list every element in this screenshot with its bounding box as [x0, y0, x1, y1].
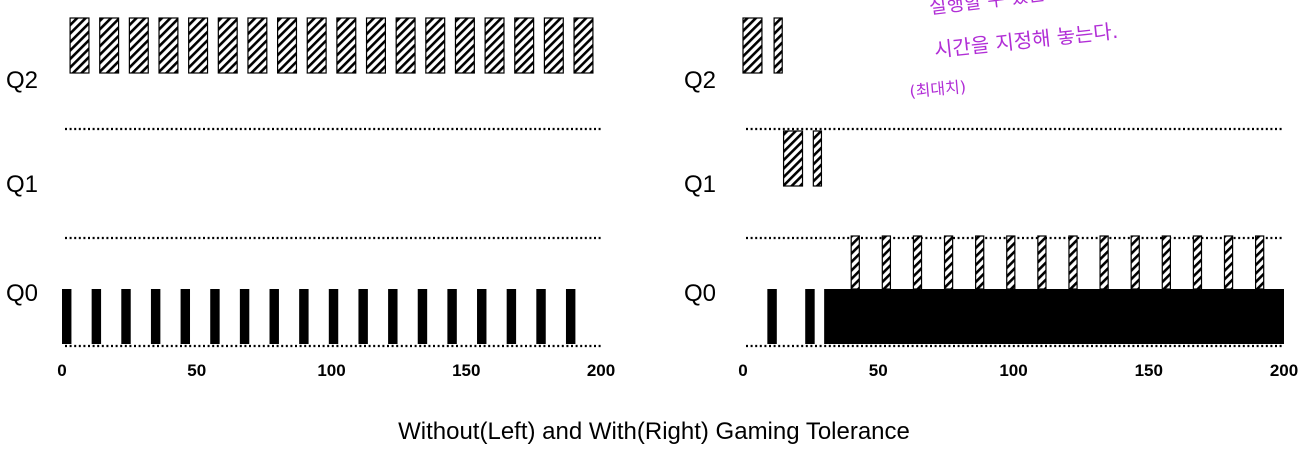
right-queue-label-q0: Q0 — [684, 280, 716, 307]
left-segment-q2-hatched-11 — [365, 17, 387, 74]
left-segment-q0-solid-3 — [121, 289, 131, 344]
right-panel: Q2 Q1 Q0 0 50 100 150 200 — [684, 17, 1298, 380]
right-x-tick-label-200: 200 — [1270, 361, 1298, 380]
left-segment-q2-hatched-3 — [128, 17, 149, 74]
right-segment-q0-hatched-white-9 — [1099, 235, 1109, 290]
annotation-line-3: (최대치) — [909, 77, 967, 101]
left-segment-q0-solid-16 — [506, 289, 517, 344]
left-segment-q0-solid-5 — [180, 289, 191, 344]
right-segment-q0-hatched-white-7 — [1037, 235, 1047, 290]
left-segment-q0-solid-2 — [91, 289, 102, 344]
left-segment-q0-solid-1 — [62, 289, 72, 344]
left-segment-q2-hatched-7 — [247, 17, 268, 74]
left-segment-q0-solid-6 — [210, 289, 220, 344]
left-segment-q2-hatched-9 — [306, 17, 327, 74]
right-segment-q0-hatched-white-5 — [975, 235, 985, 290]
right-segment-q1-hatched-3 — [782, 130, 804, 187]
left-segment-q2-hatched-2 — [99, 17, 120, 74]
right-segment-q0-hatched-white-11 — [1161, 235, 1171, 290]
right-segment-q0-hatched-white-8 — [1068, 235, 1078, 290]
left-segment-q0-solid-7 — [239, 289, 250, 344]
right-segment-q0-hatched-white-10 — [1130, 235, 1140, 290]
left-segment-q2-hatched-10 — [336, 17, 357, 74]
right-x-tick-label-50: 50 — [869, 361, 888, 380]
right-x-tick-label-150: 150 — [1135, 361, 1163, 380]
right-x-tick-label-0: 0 — [738, 361, 747, 380]
left-segment-q0-solid-13 — [417, 289, 428, 344]
left-segment-q2-hatched-12 — [395, 17, 416, 74]
left-segment-q2-hatched-8 — [277, 17, 298, 74]
right-segment-q0-hatched-white-2 — [881, 235, 892, 290]
right-segment-q0-hatched-white-6 — [1006, 235, 1016, 290]
left-segment-q2-hatched-13 — [425, 17, 446, 74]
right-queue-label-q1: Q1 — [684, 171, 716, 198]
right-segment-q0-hatched-white-1 — [850, 235, 860, 290]
left-segment-q2-hatched-15 — [484, 17, 505, 74]
left-x-tick-label-0: 0 — [57, 361, 66, 380]
right-segment-q0-solid-3 — [824, 289, 1284, 344]
left-panel: Q2 Q1 Q0 0 50 100 150 200 — [6, 17, 615, 380]
left-segment-q0-solid-11 — [358, 289, 368, 344]
right-segment-q0-solid-1 — [767, 289, 777, 344]
left-segment-q0-solid-17 — [536, 289, 546, 344]
left-segment-q0-solid-8 — [269, 289, 279, 344]
left-segment-q2-hatched-14 — [454, 17, 475, 74]
handwritten-annotation: 실행할 수 있는 최대 시간을 지정해 놓는다. (최대치) — [909, 0, 1120, 101]
left-segment-q0-solid-9 — [299, 289, 309, 344]
left-segment-q0-solid-14 — [447, 289, 457, 344]
figure-caption: Without(Left) and With(Right) Gaming Tol… — [398, 418, 910, 445]
left-segment-q2-hatched-1 — [69, 17, 90, 74]
right-segment-q2-hatched-1 — [742, 17, 763, 74]
left-segment-q0-solid-18 — [565, 289, 576, 344]
left-segment-q2-hatched-4 — [158, 17, 179, 74]
left-queue-label-q2: Q2 — [6, 67, 38, 94]
left-segment-q0-solid-12 — [388, 289, 398, 344]
left-x-tick-label-100: 100 — [317, 361, 345, 380]
right-segment-q0-hatched-white-12 — [1192, 235, 1203, 290]
left-segment-q2-hatched-17 — [543, 17, 564, 74]
left-segment-q0-solid-10 — [328, 289, 339, 344]
left-segment-q2-hatched-16 — [514, 17, 535, 74]
left-segment-q2-hatched-18 — [573, 17, 594, 74]
right-queue-label-q2: Q2 — [684, 67, 716, 94]
right-segment-q0-hatched-white-13 — [1223, 235, 1234, 290]
left-queue-label-q1: Q1 — [6, 171, 38, 198]
annotation-line-1: 실행할 수 있는 최대 — [928, 0, 1087, 19]
left-x-tick-label-150: 150 — [452, 361, 480, 380]
left-segment-q2-hatched-6 — [217, 17, 238, 74]
right-x-tick-label-100: 100 — [999, 361, 1027, 380]
right-segment-q1-hatched-4 — [812, 130, 823, 187]
right-segment-q0-hatched-white-4 — [943, 235, 954, 290]
left-segment-q2-hatched-5 — [188, 17, 209, 74]
right-segment-q2-hatched-2 — [773, 17, 783, 74]
left-segment-q0-solid-4 — [150, 289, 161, 344]
right-segment-q0-hatched-white-3 — [912, 235, 923, 290]
annotation-line-2: 시간을 지정해 놓는다. — [933, 19, 1119, 62]
right-segment-q0-hatched-white-14 — [1254, 235, 1265, 290]
left-queue-label-q0: Q0 — [6, 280, 38, 307]
left-segment-q0-solid-15 — [477, 289, 487, 344]
left-x-tick-label-200: 200 — [587, 361, 615, 380]
left-x-tick-label-50: 50 — [187, 361, 206, 380]
right-segment-q0-solid-2 — [805, 289, 815, 344]
